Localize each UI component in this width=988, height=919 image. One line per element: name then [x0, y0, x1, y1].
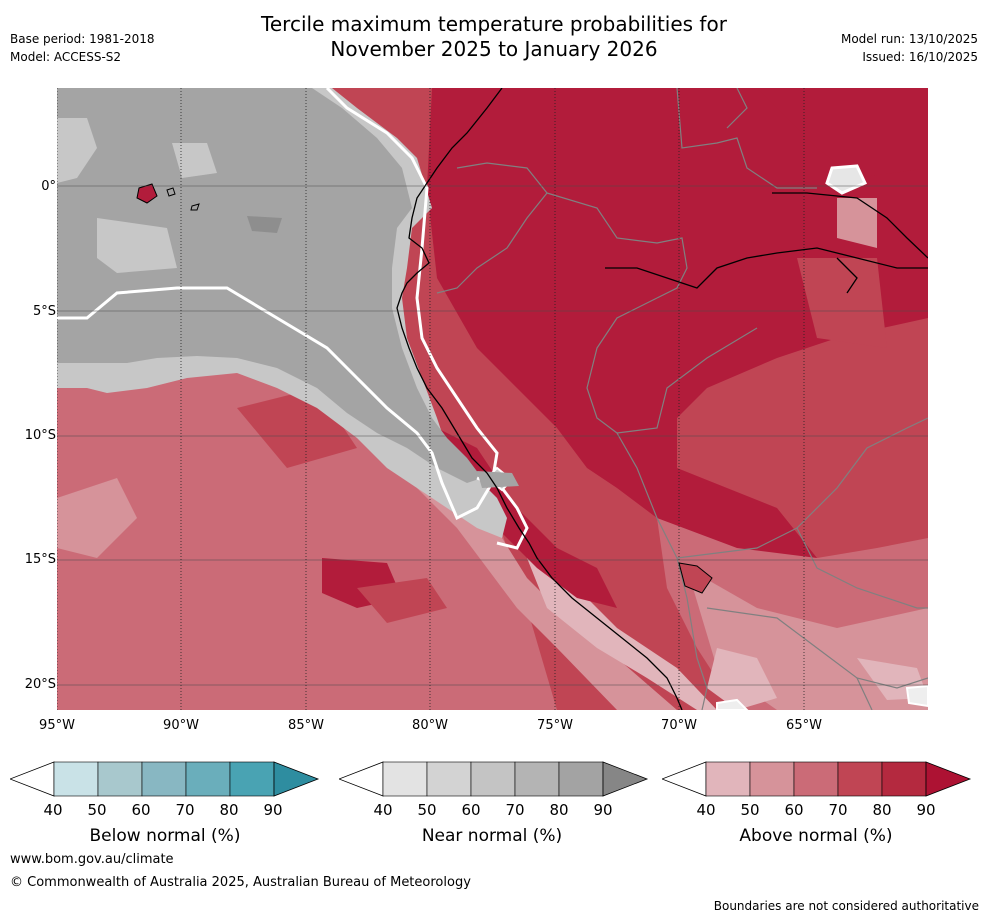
legend-near-normal: [337, 760, 649, 804]
footer-copyright: © Commonwealth of Australia 2025, Austra…: [10, 875, 471, 890]
country-borders: [436, 88, 928, 710]
legend-below-normal: [8, 760, 320, 804]
ocean-above-80-patch-2: [357, 578, 447, 623]
colorbar-segment: [793, 761, 839, 797]
near-normal-dark-patch: [247, 216, 282, 233]
lon-label-90w: 90°W: [163, 718, 199, 733]
colorbar-segment: [558, 761, 604, 797]
lat-label-15s: 15°S: [24, 552, 56, 567]
lon-label-75w: 75°W: [537, 718, 573, 733]
tick: 60: [131, 801, 151, 819]
legend-below-title: Below normal (%): [89, 826, 241, 846]
inland-above-80-zone: [797, 258, 887, 348]
tick: 60: [461, 801, 481, 819]
legend-near-colorbar: [337, 761, 649, 797]
lon-label-65w: 65°W: [786, 718, 822, 733]
galapagos-islet-2: [190, 203, 200, 211]
lat-label-5s: 5°S: [32, 304, 56, 319]
inland-above-60-patch: [837, 198, 877, 248]
near-normal-threshold-contour: [57, 88, 499, 521]
near-normal-light-patch: [57, 118, 97, 183]
footer-url[interactable]: www.bom.gov.au/climate: [10, 852, 174, 867]
near-normal-light-patch-3: [172, 143, 217, 178]
near-normal-light-patch-2: [97, 218, 177, 273]
tick: 40: [696, 801, 716, 819]
tick: 50: [87, 801, 107, 819]
legend-above-colorbar: [660, 761, 972, 797]
tick: 70: [505, 801, 525, 819]
south-near-normal-blob-2: [905, 684, 928, 708]
legend-above-title: Above normal (%): [739, 826, 893, 846]
model-run-text: Model run: 13/10/2025: [840, 32, 978, 46]
colorbar-segment: [426, 761, 472, 797]
colorbar-segment: [97, 761, 143, 797]
colorbar-high-extend: [602, 761, 649, 797]
tick: 80: [549, 801, 569, 819]
model-text: Model: ACCESS-S2: [10, 50, 122, 64]
colorbar-segment: [141, 761, 187, 797]
tick: 40: [43, 801, 63, 819]
title-line-2: November 2025 to January 2026: [330, 37, 658, 61]
colorbar-low-extend: [660, 761, 707, 797]
land-above-90-core: [427, 88, 928, 568]
colorbar-segment: [185, 761, 231, 797]
legend-near-title: Near normal (%): [421, 826, 563, 846]
lat-label-20s: 20°S: [24, 677, 56, 692]
meta-right: Model run: 13/10/2025 Issued: 16/10/2025: [841, 30, 978, 66]
colorbar-segment: [514, 761, 560, 797]
ocean-above-60-patch: [57, 478, 137, 558]
tick: 70: [828, 801, 848, 819]
colorbar-segment: [53, 761, 99, 797]
colorbar-high-extend: [273, 761, 320, 797]
lon-label-85w: 85°W: [288, 718, 324, 733]
colorbar-segment: [749, 761, 795, 797]
colorbar-high-extend: [925, 761, 972, 797]
coastline: [396, 88, 683, 710]
legend-below-colorbar: [8, 761, 320, 797]
southeast-above-50-patch: [707, 648, 777, 710]
colorbar-segment: [881, 761, 927, 797]
lat-label-10s: 10°S: [24, 428, 56, 443]
tick: 90: [263, 801, 283, 819]
tick: 60: [784, 801, 804, 819]
galapagos-islet: [166, 187, 176, 197]
lake-titicaca: [678, 562, 713, 594]
coastal-grey-strip: [477, 471, 519, 488]
tick: 90: [916, 801, 936, 819]
gridlines: [57, 185, 928, 686]
tick: 80: [872, 801, 892, 819]
tick: 50: [740, 801, 760, 819]
north-above-90-zone: [757, 88, 928, 178]
tick: 70: [175, 801, 195, 819]
probability-map: [57, 88, 928, 710]
tick: 90: [593, 801, 613, 819]
colorbar-low-extend: [337, 761, 384, 797]
colorbar-segment: [470, 761, 516, 797]
chart-title: Tercile maximum temperature probabilitie…: [0, 12, 988, 62]
lon-label-70w: 70°W: [661, 718, 697, 733]
south-near-normal-blob: [716, 698, 749, 710]
tick: 40: [373, 801, 393, 819]
tick: 50: [417, 801, 437, 819]
galapagos-island: [136, 183, 158, 204]
legend-above-normal: [660, 760, 972, 804]
colorbar-segment: [229, 761, 275, 797]
footer-note: Boundaries are not considered authoritat…: [713, 899, 979, 913]
tick: 80: [219, 801, 239, 819]
colorbar-segment: [705, 761, 751, 797]
colorbar-segment: [837, 761, 883, 797]
rivers: [605, 192, 928, 294]
meta-left: Base period: 1981-2018 Model: ACCESS-S2: [10, 30, 155, 66]
near-normal-core-zone: [57, 88, 482, 483]
issued-text: Issued: 16/10/2025: [862, 50, 978, 64]
lon-label-80w: 80°W: [412, 718, 448, 733]
lat-label-0: 0°: [41, 179, 56, 194]
lon-label-95w: 95°W: [39, 718, 75, 733]
colorbar-low-extend: [8, 761, 55, 797]
base-period-text: Base period: 1981-2018: [10, 32, 155, 46]
colorbar-segment: [382, 761, 428, 797]
title-line-1: Tercile maximum temperature probabilitie…: [261, 12, 727, 36]
